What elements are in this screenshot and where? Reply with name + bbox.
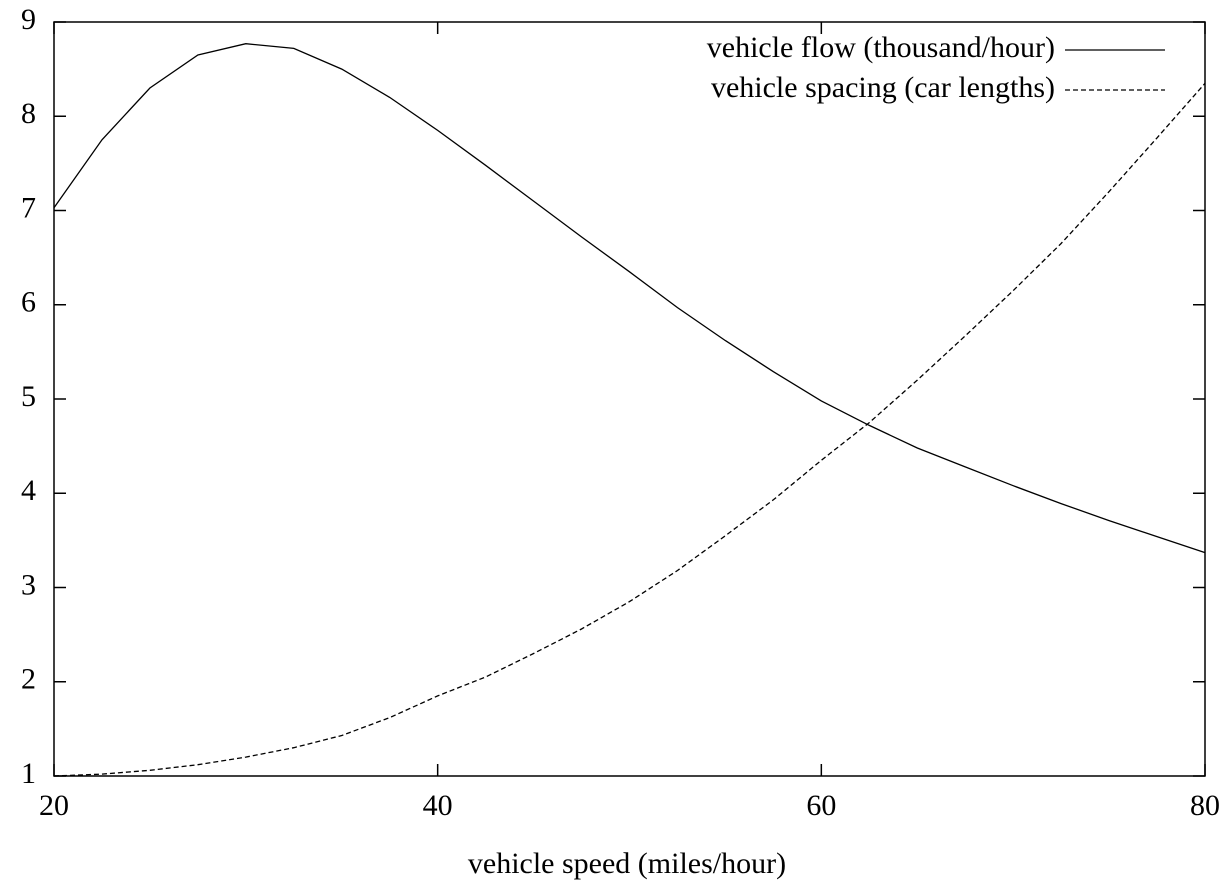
legend-label: vehicle spacing (car lengths)	[711, 71, 1055, 104]
y-tick-label: 5	[21, 380, 36, 413]
x-tick-label: 40	[423, 789, 453, 822]
plot-frame	[53, 21, 1206, 777]
y-tick-label: 8	[21, 97, 36, 130]
series-line	[53, 43, 1206, 554]
y-tick-label: 7	[21, 191, 36, 224]
series-line	[53, 82, 1206, 777]
y-tick-label: 1	[21, 757, 36, 790]
y-tick-label: 6	[21, 286, 36, 319]
x-tick-label: 60	[806, 789, 836, 822]
x-axis-label: vehicle speed (miles/hour)	[468, 847, 786, 880]
y-tick-label: 2	[21, 663, 36, 696]
y-tick-label: 9	[21, 3, 36, 36]
x-tick-label: 20	[39, 789, 69, 822]
x-tick-label: 80	[1190, 789, 1220, 822]
legend-label: vehicle flow (thousand/hour)	[707, 31, 1055, 64]
y-tick-label: 3	[21, 568, 36, 601]
y-tick-label: 4	[21, 474, 36, 507]
